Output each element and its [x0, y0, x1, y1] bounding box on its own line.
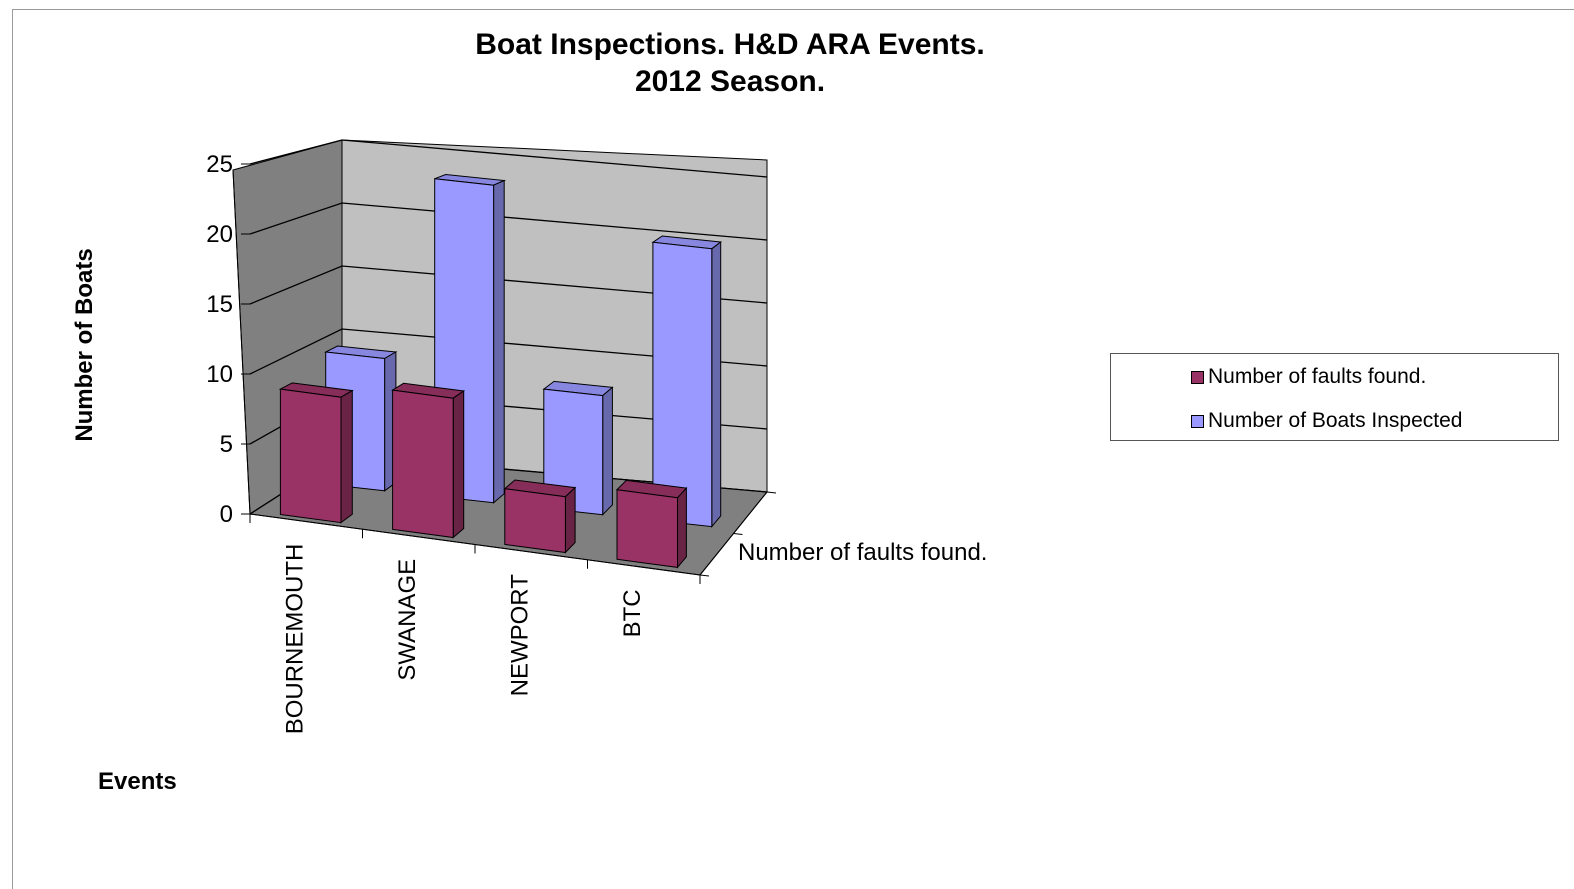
z-tick	[699, 574, 710, 577]
bar-faults-found	[616, 489, 678, 568]
y-tick-label: 5	[220, 431, 233, 458]
gridline	[249, 265, 768, 305]
bar-faults-found	[279, 388, 342, 524]
x-tick-label: SWANAGE	[394, 559, 421, 681]
y-tick-label: 10	[206, 361, 233, 388]
x-tick-label: NEWPORT	[506, 574, 533, 697]
y-tick-label: 0	[220, 501, 233, 528]
bar-faults-found-side	[340, 389, 353, 524]
x-axis-label: Events	[98, 768, 177, 795]
legend-swatch-faults	[1191, 370, 1204, 384]
y-axis-line	[232, 169, 251, 515]
bar-boats-inspected	[652, 241, 713, 528]
y-tick-label: 20	[206, 221, 233, 248]
legend-label-inspected: Number of Boats Inspected	[1208, 409, 1463, 432]
bar-boats-inspected-side	[493, 179, 505, 504]
z-tick	[766, 491, 777, 494]
gridline	[249, 202, 768, 241]
bar-boats-inspected	[543, 388, 604, 516]
bar-boats-inspected-side	[602, 386, 613, 516]
legend-label-faults: Number of faults found.	[1208, 365, 1427, 388]
bar-faults-found	[504, 488, 566, 554]
legend-item-inspected: Number of Boats Inspected	[1191, 409, 1462, 433]
y-tick-label: 15	[206, 291, 233, 318]
z-axis-label: Number of faults found.	[738, 539, 987, 566]
chart-frame	[12, 9, 1574, 889]
bar-faults-found	[392, 389, 454, 539]
gridline	[249, 139, 768, 178]
bar-boats-inspected-side	[711, 240, 722, 528]
y-tick-label: 25	[206, 151, 233, 178]
chart-title-line-2: 2012 Season.	[634, 65, 826, 98]
y-axis-label: Number of Boats	[71, 248, 98, 442]
bar-faults-found-side	[677, 486, 687, 569]
z-axis-line	[699, 491, 768, 576]
chart-title-line-1: Boat Inspections. H&D ARA Events.	[475, 28, 985, 61]
z-tick	[733, 533, 743, 535]
legend-swatch-inspected	[1191, 414, 1204, 428]
bar-faults-found-side	[452, 390, 465, 539]
x-tick-label: BTC	[619, 589, 646, 637]
gridline	[249, 328, 768, 375]
x-tick-label: BOURNEMOUTH	[281, 544, 308, 735]
bar-faults-found-side	[564, 486, 576, 554]
legend-item-faults: Number of faults found.	[1191, 365, 1426, 389]
legend: Number of faults found. Number of Boats …	[1110, 353, 1559, 441]
